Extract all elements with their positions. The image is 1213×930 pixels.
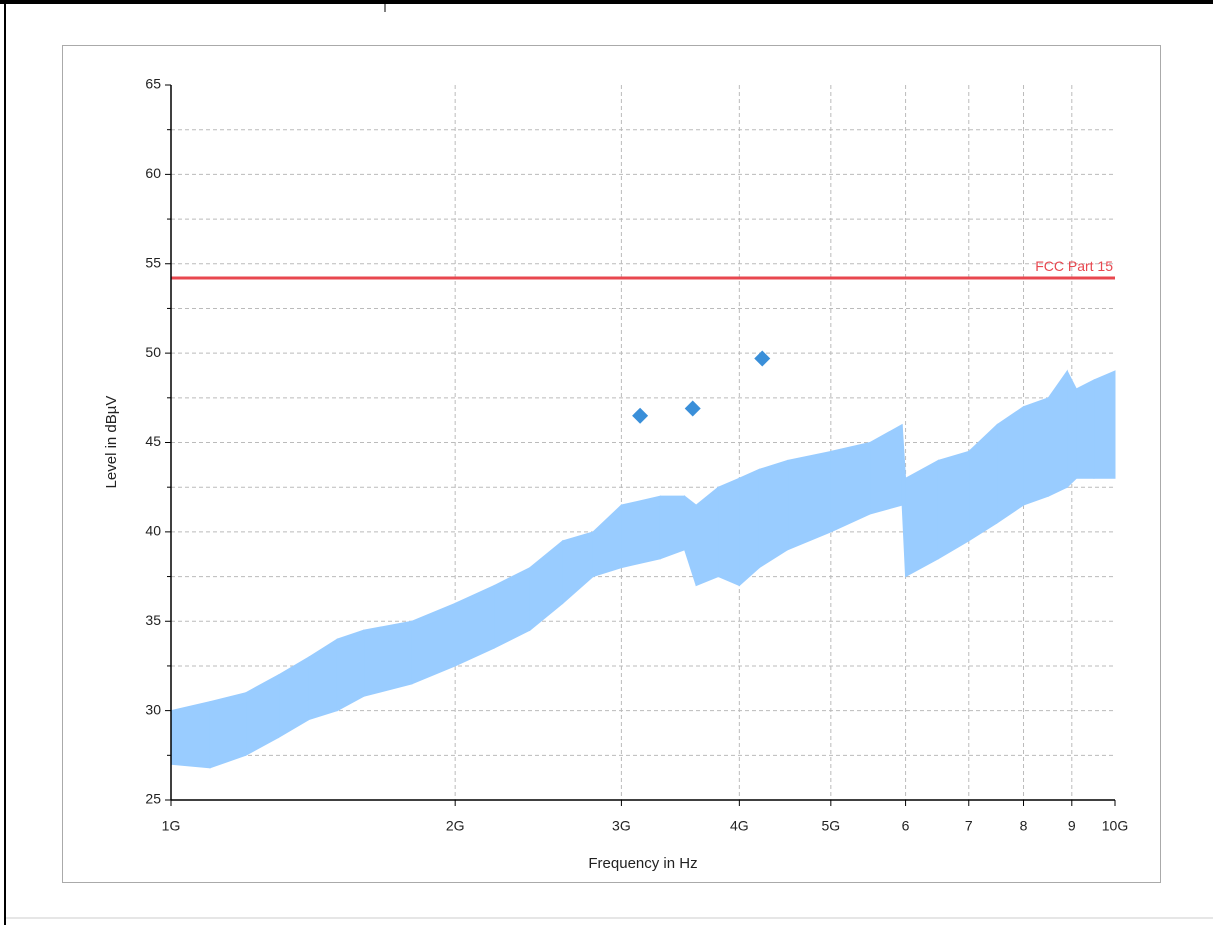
- spectrum-band: [1023, 397, 1049, 506]
- spectrum-band: [336, 629, 365, 712]
- x-tick-label: 7: [965, 818, 973, 834]
- spectrum-band: [996, 405, 1025, 524]
- marker: [684, 400, 701, 417]
- spectrum-band: [620, 495, 661, 569]
- spectrum-band: [695, 486, 719, 587]
- spectrum-band: [659, 495, 686, 560]
- x-tick-label: 6: [902, 818, 910, 834]
- spectrum-band: [758, 459, 789, 569]
- spectrum-band: [905, 459, 939, 578]
- x-tick-label: 5G: [821, 818, 840, 834]
- x-tick-label: 2G: [446, 818, 465, 834]
- y-tick-label: 40: [145, 523, 161, 539]
- y-tick-label: 50: [145, 344, 161, 360]
- x-tick-label: 1G: [162, 818, 181, 834]
- spectrum-band: [1066, 370, 1077, 489]
- y-tick-label: 60: [145, 165, 161, 181]
- spectrum-band: [787, 450, 832, 551]
- limit-label: FCC Part 15: [1035, 258, 1113, 274]
- marker: [754, 350, 771, 367]
- x-tick-label: 10G: [1102, 818, 1128, 834]
- x-axis-title: Frequency in Hz: [588, 855, 697, 872]
- y-tick-label: 30: [145, 701, 161, 717]
- marker: [632, 407, 649, 424]
- spectrum-band: [1075, 379, 1095, 479]
- x-tick-label: 8: [1020, 818, 1028, 834]
- spectrum-band: [717, 477, 740, 587]
- y-tick-label: 65: [145, 76, 161, 92]
- x-tick-label: 9: [1068, 818, 1076, 834]
- spectrum-band: [937, 450, 970, 560]
- y-axis-title: Level in dBµV: [103, 396, 120, 489]
- y-tick-label: 25: [145, 791, 161, 807]
- x-tick-label: 4G: [730, 818, 749, 834]
- window-border-left: [4, 0, 6, 925]
- spectrum-band: [738, 468, 760, 587]
- spectrum-band: [170, 701, 211, 769]
- x-tick-label: 3G: [612, 818, 631, 834]
- window-border-top: [0, 0, 1213, 4]
- y-tick-label: 35: [145, 612, 161, 628]
- y-tick-label: 45: [145, 433, 161, 449]
- spectrum-band: [1093, 370, 1116, 479]
- spectrum-band: [363, 620, 413, 697]
- y-tick-label: 55: [145, 254, 161, 270]
- spectrum-band: [209, 692, 247, 769]
